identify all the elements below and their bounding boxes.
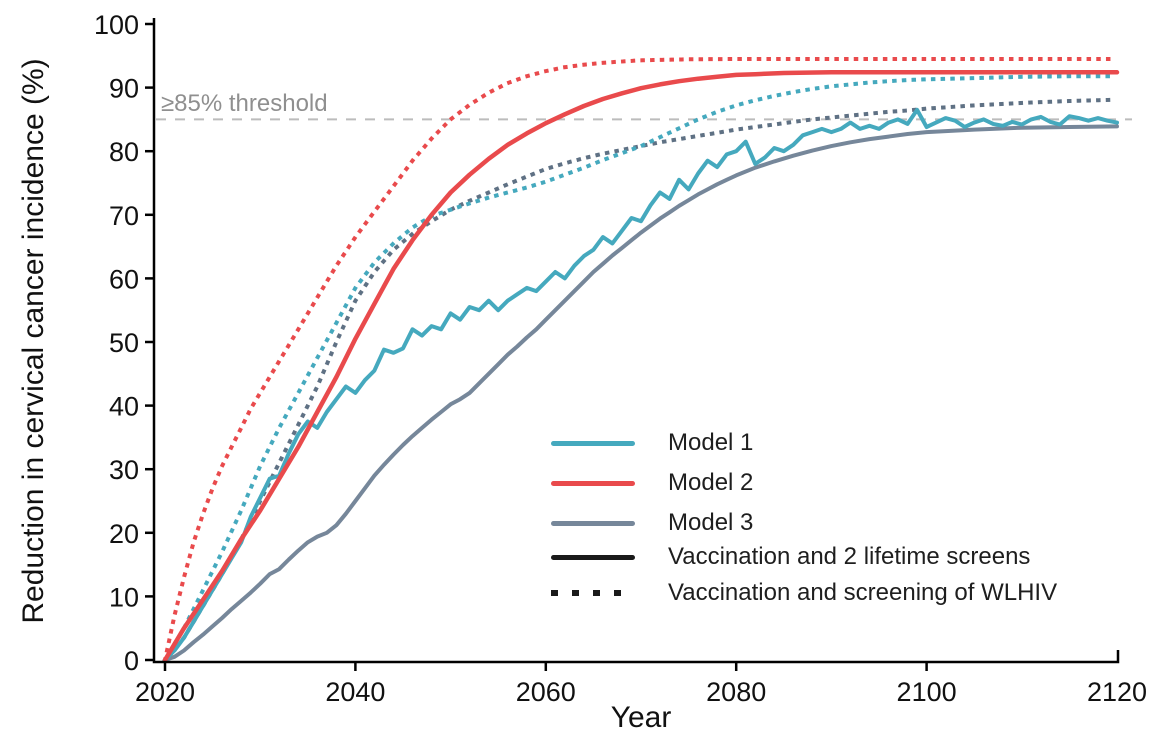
y-tick-label: 10	[109, 582, 139, 612]
legend-row-model-1: Model 1	[551, 429, 754, 456]
legend-label-model-3: Model 3	[668, 509, 754, 536]
legend-swatch-model-2	[551, 480, 635, 486]
y-tick-label: 30	[109, 455, 139, 485]
legend-label-wlhiv: Vaccination and screening of WLHIV	[668, 579, 1058, 606]
series-line-model-3-screens	[163, 124, 1119, 662]
legend-label-screens: Vaccination and 2 lifetime screens	[668, 543, 1031, 570]
x-axis-title: Year	[610, 701, 672, 734]
threshold-label: ≥85% threshold	[161, 90, 328, 117]
y-tick-label: 0	[124, 646, 139, 676]
y-tick-label: 60	[109, 264, 139, 294]
y-axis-title: Reduction in cervical cancer incidence (…	[17, 58, 50, 624]
legend-label-model-2: Model 2	[668, 469, 754, 496]
legend-swatch-wlhiv	[551, 590, 635, 596]
x-tick-label: 2100	[897, 677, 957, 707]
y-tick-label: 80	[109, 137, 139, 167]
x-tick-label: 2020	[135, 677, 195, 707]
legend-swatch-screens	[551, 554, 635, 560]
x-tick-label: 2060	[516, 677, 576, 707]
x-tick-label: 2120	[1087, 677, 1147, 707]
legend-swatch-model-3	[551, 520, 635, 526]
legend-row-screens: Vaccination and 2 lifetime screens	[551, 543, 1031, 570]
axis-spine	[152, 18, 1120, 664]
legend-swatch-model-1	[551, 440, 635, 446]
legend-label-model-1: Model 1	[668, 429, 754, 456]
series-line-model-1-screens	[163, 107, 1119, 662]
x-tick-label: 2040	[325, 677, 385, 707]
series-line-model-3-wlhiv	[162, 97, 1120, 663]
series-line-model-1-wlhiv	[162, 74, 1119, 663]
y-tick-label: 50	[109, 328, 139, 358]
legend-row-wlhiv: Vaccination and screening of WLHIV	[551, 579, 1058, 606]
y-tick-label: 90	[109, 74, 139, 104]
y-tick-label: 70	[109, 201, 139, 231]
y-tick-label: 20	[109, 519, 139, 549]
legend-row-model-2: Model 2	[551, 469, 754, 496]
y-tick-label: 40	[109, 392, 139, 422]
x-tick-label: 2080	[706, 677, 766, 707]
y-tick-label: 100	[94, 10, 139, 40]
series-line-model-2-screens	[162, 70, 1120, 663]
legend-row-model-3: Model 3	[551, 509, 754, 536]
